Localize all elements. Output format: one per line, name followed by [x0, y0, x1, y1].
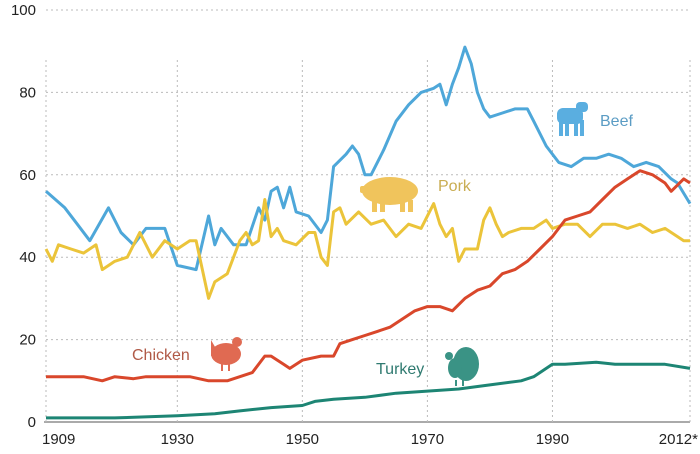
turkey-icon [445, 347, 479, 386]
x-tick-label: 1909 [42, 431, 75, 448]
series-line-turkey [46, 360, 691, 420]
series-label-beef: Beef [600, 113, 633, 130]
series-label-chicken: Chicken [132, 347, 190, 364]
x-tick-label: 1970 [411, 431, 444, 448]
y-tick-label: 60 [19, 167, 36, 184]
y-tick-label: 20 [19, 332, 36, 349]
y-tick-label: 80 [19, 84, 36, 101]
axis-ticks: 0 20 40 60 80 100 1909 1930 1950 1970 1990 2012* [11, 2, 698, 448]
series-line-beef [45, 45, 692, 272]
series-lines [44, 45, 692, 420]
y-tick-label: 0 [28, 414, 36, 431]
y-tick-label: 40 [19, 249, 36, 266]
series-line-chicken [46, 169, 691, 383]
x-tick-label: 1930 [161, 431, 194, 448]
grid [44, 9, 691, 423]
series-label-pork: Pork [438, 178, 472, 195]
pig-icon [360, 177, 418, 212]
chicken-icon [211, 337, 242, 371]
y-tick-label: 100 [11, 2, 36, 19]
series-label-turkey: Turkey [376, 361, 424, 378]
cow-icon [557, 102, 588, 136]
x-tick-label: 1950 [286, 431, 319, 448]
x-tick-label: 2012* [659, 431, 698, 448]
series-line-pork [44, 198, 690, 300]
x-tick-label: 1990 [536, 431, 569, 448]
